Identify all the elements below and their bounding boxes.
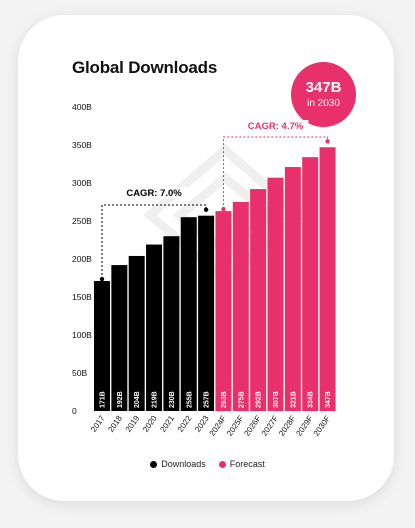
cagr-bracket <box>222 136 329 210</box>
cagr-dot <box>99 276 105 282</box>
x-tick-label: 2030F <box>312 414 332 438</box>
bar <box>111 265 128 411</box>
bar <box>180 217 197 411</box>
cagr-dot <box>221 206 226 212</box>
bar-value-label: 255B <box>186 391 193 408</box>
legend-label-downloads: Downloads <box>161 459 206 469</box>
cagr-label-bg <box>242 120 309 132</box>
bar <box>163 236 180 411</box>
cagr-label-bg <box>121 187 188 199</box>
chart-legend: Downloads Forecast <box>0 459 415 469</box>
bar <box>267 177 284 411</box>
bar-value-label: 219B <box>152 391 159 408</box>
bar <box>94 281 110 411</box>
bar-value-label: 192B <box>117 391 124 408</box>
bar-value-label: 230B <box>169 391 176 408</box>
bar-value-label: 171B <box>100 391 107 408</box>
x-tick-label: 2020 <box>141 414 159 434</box>
legend-swatch-downloads <box>150 460 158 468</box>
chart-title: Global Downloads <box>72 58 218 77</box>
bar-value-label: 292B <box>256 391 263 408</box>
bar <box>319 147 336 411</box>
bar-value-label: 334B <box>308 391 315 408</box>
legend-label-forecast: Forecast <box>229 459 265 469</box>
y-tick-label: 150B <box>72 292 92 302</box>
badge-subtitle: in 2030 <box>307 98 340 109</box>
x-tick-label: 2019 <box>124 414 142 434</box>
bar <box>232 202 249 411</box>
bar-value-label: 275B <box>238 391 245 408</box>
y-tick-label: 100B <box>72 330 92 340</box>
total-badge: 347B in 2030 <box>291 62 356 127</box>
bar-value-label: 347B <box>325 391 332 408</box>
bar <box>215 211 232 411</box>
cagr-label: CAGR: 7.0% <box>126 188 182 199</box>
bar <box>146 244 163 411</box>
y-tick-label: 50B <box>72 368 87 378</box>
y-tick-label: 200B <box>72 254 92 264</box>
cagr-dot <box>325 139 330 144</box>
y-tick-label: 300B <box>72 178 92 188</box>
bar <box>284 167 301 411</box>
bar-value-label: 321B <box>290 391 297 408</box>
bar <box>302 157 319 411</box>
x-tick-label: 2026F <box>242 414 262 438</box>
bar-value-label: 257B <box>204 391 211 408</box>
bar <box>198 215 215 411</box>
legend-item-downloads: Downloads <box>150 459 206 469</box>
bar <box>128 255 145 411</box>
y-tick-label: 250B <box>72 216 92 226</box>
x-tick-label: 2017 <box>89 414 107 434</box>
cagr-label: CAGR: 4.7% <box>248 121 304 132</box>
badge-value: 347B <box>305 79 342 96</box>
x-tick-label: 2022 <box>176 414 194 434</box>
y-tick-label: 0 <box>72 406 77 416</box>
bar-value-label: 263B <box>221 391 228 408</box>
x-tick-label: 2021 <box>158 414 176 434</box>
bar-value-label: 204B <box>134 391 141 408</box>
x-tick-label: 2025F <box>225 414 245 438</box>
x-tick-label: 2018 <box>106 414 124 434</box>
bar <box>250 189 267 411</box>
legend-swatch-forecast <box>218 460 226 468</box>
y-tick-label: 350B <box>72 140 92 150</box>
x-tick-label: 2029F <box>294 414 314 438</box>
legend-item-forecast: Forecast <box>218 459 265 469</box>
x-tick-label: 2024F <box>208 414 228 438</box>
y-tick-label: 400B <box>72 102 92 112</box>
cagr-dot <box>203 207 209 212</box>
cagr-bracket <box>101 204 207 280</box>
bar-value-label: 307B <box>273 391 280 408</box>
x-tick-label: 2027F <box>260 414 280 438</box>
x-tick-label: 2028F <box>277 414 297 438</box>
